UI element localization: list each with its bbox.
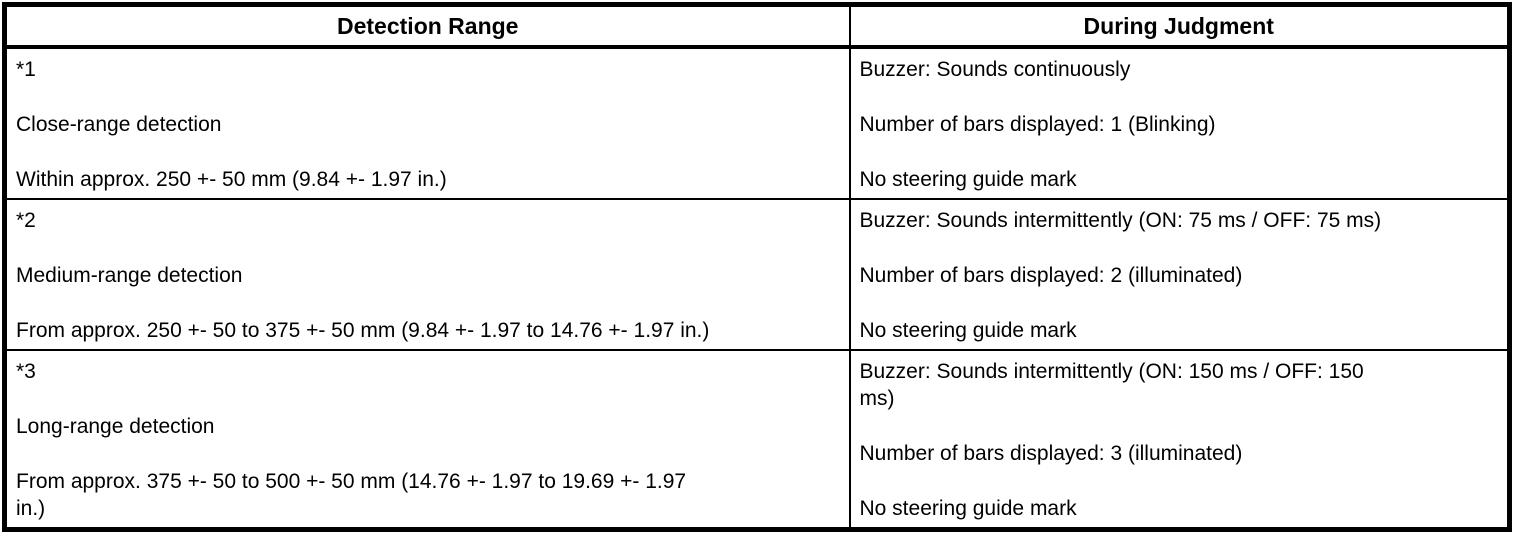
cell-detection-range-1: *1 Close-range detection Within approx. …: [3, 46, 851, 200]
range-value: From approx. 375 +- 50 to 500 +- 50 mm (…: [16, 470, 687, 520]
steering-text: No steering guide mark: [859, 319, 1077, 342]
footnote-marker: *1: [16, 58, 36, 81]
footnote-marker: *3: [16, 360, 36, 383]
bars-text: Number of bars displayed: 2 (illuminated…: [859, 264, 1243, 287]
buzzer-text: Buzzer: Sounds intermittently (ON: 150 m…: [859, 360, 1364, 410]
range-label: Close-range detection: [16, 113, 222, 136]
cell-during-judgment-2: Buzzer: Sounds intermittently (ON: 75 ms…: [848, 198, 1511, 351]
steering-text: No steering guide mark: [859, 497, 1077, 520]
range-label: Medium-range detection: [16, 264, 243, 287]
buzzer-text: Buzzer: Sounds intermittently (ON: 75 ms…: [859, 209, 1382, 232]
table-row: *1 Close-range detection Within approx. …: [3, 46, 1511, 200]
cell-during-judgment-3: Buzzer: Sounds intermittently (ON: 150 m…: [848, 349, 1511, 531]
table-row: *3 Long-range detection From approx. 375…: [3, 349, 1511, 531]
bars-text: Number of bars displayed: 3 (illuminated…: [859, 442, 1243, 465]
cell-detection-range-3: *3 Long-range detection From approx. 375…: [3, 349, 851, 531]
steering-text: No steering guide mark: [859, 168, 1077, 191]
cell-during-judgment-1: Buzzer: Sounds continuously Number of ba…: [848, 46, 1511, 200]
footnote-marker: *2: [16, 209, 36, 232]
table-row: *2 Medium-range detection From approx. 2…: [3, 198, 1511, 351]
buzzer-text: Buzzer: Sounds continuously: [859, 58, 1131, 81]
header-during-judgment: During Judgment: [848, 3, 1511, 49]
range-value: Within approx. 250 +- 50 mm (9.84 +- 1.9…: [16, 168, 447, 191]
table-header-row: Detection Range During Judgment: [3, 3, 1511, 49]
cell-detection-range-2: *2 Medium-range detection From approx. 2…: [3, 198, 851, 351]
range-value: From approx. 250 +- 50 to 375 +- 50 mm (…: [16, 319, 710, 342]
bars-text: Number of bars displayed: 1 (Blinking): [859, 113, 1216, 136]
range-label: Long-range detection: [16, 415, 215, 438]
header-detection-range: Detection Range: [3, 3, 851, 49]
detection-range-table: Detection Range During Judgment *1 Close…: [2, 2, 1512, 532]
